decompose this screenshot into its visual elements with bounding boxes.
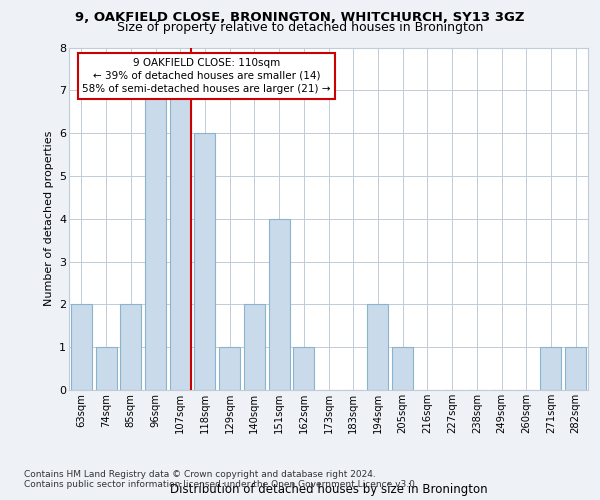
Bar [145, 90, 166, 390]
Bar [293, 347, 314, 390]
Text: 9 OAKFIELD CLOSE: 110sqm
← 39% of detached houses are smaller (14)
58% of semi-d: 9 OAKFIELD CLOSE: 110sqm ← 39% of detach… [82, 58, 331, 94]
Bar [244, 304, 265, 390]
Bar [120, 304, 141, 390]
X-axis label: Distribution of detached houses by size in Bronington: Distribution of detached houses by size … [170, 483, 487, 496]
Bar [219, 347, 240, 390]
Y-axis label: Number of detached properties: Number of detached properties [44, 131, 53, 306]
Bar [541, 347, 562, 390]
Bar [194, 133, 215, 390]
Text: Contains HM Land Registry data © Crown copyright and database right 2024.: Contains HM Land Registry data © Crown c… [24, 470, 376, 479]
Text: 9, OAKFIELD CLOSE, BRONINGTON, WHITCHURCH, SY13 3GZ: 9, OAKFIELD CLOSE, BRONINGTON, WHITCHURC… [75, 11, 525, 24]
Bar [71, 304, 92, 390]
Bar [269, 219, 290, 390]
Bar [367, 304, 388, 390]
Bar [565, 347, 586, 390]
Bar [95, 347, 116, 390]
Text: Size of property relative to detached houses in Bronington: Size of property relative to detached ho… [117, 22, 483, 35]
Text: Contains public sector information licensed under the Open Government Licence v3: Contains public sector information licen… [24, 480, 418, 489]
Bar [392, 347, 413, 390]
Bar [170, 90, 191, 390]
